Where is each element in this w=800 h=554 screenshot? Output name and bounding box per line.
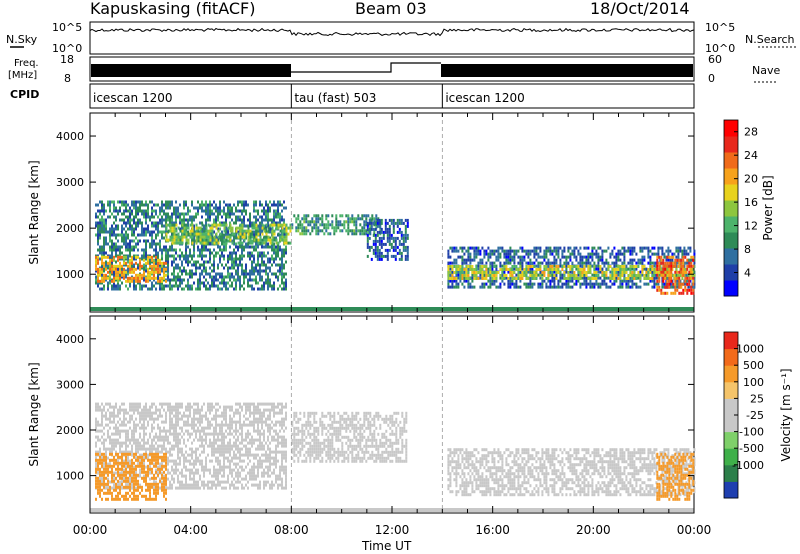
colorbar-label: Power [dB] [761, 175, 775, 240]
colorbar-swatch [724, 448, 738, 466]
x-tick-label: 16:00 [475, 523, 510, 537]
x-tick-label: 00:00 [677, 523, 712, 537]
freq-block-2 [441, 64, 693, 77]
nave-label: Nave [752, 64, 780, 77]
echo-region [656, 255, 695, 295]
echo-region [95, 452, 167, 501]
nsearch-label: N.Search [745, 33, 795, 46]
colorbar-swatch [724, 232, 738, 249]
colorbar-tick-label: 20 [744, 173, 758, 186]
y-tick-label: 1000 [56, 470, 84, 483]
echo-region [656, 452, 695, 501]
echo-layer [95, 402, 696, 501]
colorbar-swatch [724, 136, 738, 153]
colorbar-swatch [724, 152, 738, 169]
time-axis: 00:00 04:00 08:00 12:00 16:00 20:00 00:00 [73, 523, 712, 537]
nave-trace [291, 62, 441, 73]
colorbar-swatch [724, 381, 738, 399]
colorbar-tick-label: 8 [744, 243, 751, 256]
colorbar-tick-label: -100 [739, 426, 764, 439]
nave-tick-bottom: 0 [708, 72, 715, 85]
colorbar-tick-label: -25 [746, 409, 764, 422]
colorbar: 4 8 12 16 20 24 28 Power [dB] [723, 119, 775, 297]
colorbar-tick-label: 24 [744, 149, 758, 162]
nave-tick-top: 60 [708, 53, 722, 66]
date-label: 18/Oct/2014 [590, 0, 690, 18]
cpid-segment-label: icescan 1200 [93, 91, 172, 105]
cpid-segment-label: tau (fast) 503 [294, 91, 376, 105]
colorbar-swatch [724, 200, 738, 217]
beam-label: Beam 03 [355, 0, 427, 18]
colorbar-tick-label: 16 [744, 196, 758, 209]
colorbar: 1000 500 100 25 -25 -100 -500 -1000 Velocity [m … [723, 331, 793, 499]
y-axis-label: Slant Range [km] [27, 160, 41, 264]
freq-label: Freq. [14, 58, 39, 69]
y-tick-label: 4000 [56, 333, 84, 346]
echo-region [95, 255, 167, 283]
colorbar-tick-label: -1000 [732, 459, 764, 472]
colorbar-tick-label: 1000 [736, 343, 764, 356]
colorbar-swatch [724, 398, 738, 416]
colorbar-swatch [724, 481, 738, 499]
x-axis-label: Time UT [361, 539, 412, 553]
colorbar-swatch [724, 264, 738, 281]
echo-layer [95, 200, 696, 295]
nsky-label: N.Sky [6, 33, 38, 46]
noise-tick-top-right: 10^5 [705, 21, 735, 34]
colorbar-swatch [724, 168, 738, 185]
colorbar-swatch [724, 365, 738, 383]
x-tick-label: 04:00 [173, 523, 208, 537]
freq-block-1 [91, 64, 291, 77]
noise-tick-bottom-right: 10^0 [705, 42, 735, 55]
x-tick-label: 08:00 [274, 523, 309, 537]
cpid-label: CPID [10, 88, 39, 101]
y-tick-label: 2000 [56, 222, 84, 235]
colorbar-swatch [724, 332, 738, 350]
colorbar-tick-label: 12 [744, 220, 758, 233]
echo-region [366, 218, 409, 261]
freq-tick-bottom: 8 [64, 72, 71, 85]
colorbar-tick-label: 4 [744, 267, 751, 280]
colorbar-tick-label: 28 [744, 126, 758, 139]
echo-region [165, 223, 292, 245]
colorbar-swatch [724, 415, 738, 433]
cpid-segment-label: icescan 1200 [445, 91, 524, 105]
y-tick-label: 4000 [56, 130, 84, 143]
colorbar-swatch [724, 216, 738, 233]
colorbar-label: Velocity [m s⁻¹] [779, 368, 793, 461]
x-tick-label: 12:00 [375, 523, 410, 537]
y-tick-label: 1000 [56, 268, 84, 281]
colorbar-tick-label: 100 [743, 376, 764, 389]
colorbar-swatch [724, 248, 738, 265]
y-tick-label: 2000 [56, 424, 84, 437]
title: Kapuskasing (fitACF) [90, 0, 255, 18]
colorbar-swatch [724, 348, 738, 366]
colorbar-tick-label: -500 [739, 442, 764, 455]
echo-region [291, 411, 408, 463]
power-panel: 1000 2000 3000 4000 Slant Range [km] 4 8 12 16 20… [27, 112, 775, 313]
colorbar-swatch [724, 280, 738, 297]
frequency-panel: Freq. [MHz] 18 8 60 0 Nave [8, 53, 780, 85]
colorbar-swatch [724, 431, 738, 449]
colorbar-swatch [724, 464, 738, 482]
y-tick-label: 3000 [56, 378, 84, 391]
colorbar-swatch [724, 120, 738, 137]
colorbar-tick-label: 500 [743, 359, 764, 372]
noise-tick-top-left: 10^5 [52, 21, 82, 34]
noise-panel: N.Sky 10^5 10^0 10^5 10^0 N.Search [6, 21, 798, 55]
x-tick-label: 00:00 [73, 523, 108, 537]
colorbar-tick-label: 25 [750, 392, 764, 405]
noise-trace [89, 27, 695, 37]
y-tick-label: 3000 [56, 176, 84, 189]
freq-tick-top: 18 [60, 53, 74, 66]
cpid-panel: CPID icescan 1200 tau (fast) 503 icescan 1… [10, 83, 695, 109]
colorbar-swatch [724, 184, 738, 201]
x-tick-label: 20:00 [576, 523, 611, 537]
y-axis-label: Slant Range [km] [27, 362, 41, 466]
noise-tick-bottom-left: 10^0 [52, 42, 82, 55]
freq-unit-label: [MHz] [8, 70, 37, 81]
